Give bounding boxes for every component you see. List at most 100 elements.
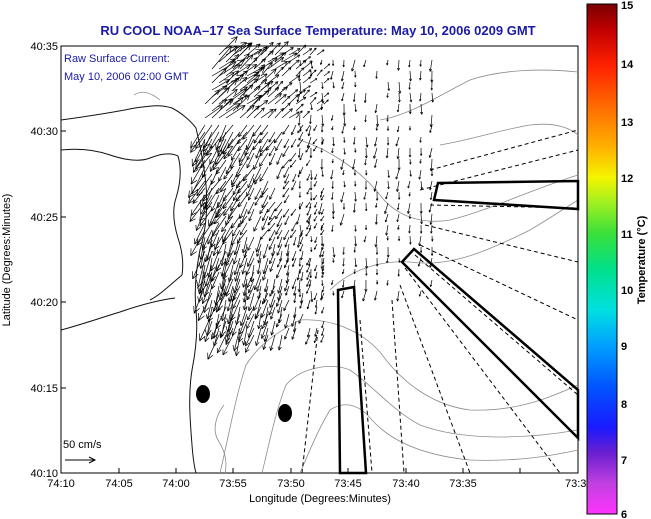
current-vector-head [262,301,266,305]
current-vector-head [282,195,286,198]
current-vector-head [254,197,258,200]
depth-contour-8 [133,91,161,101]
current-vector-head [234,53,239,57]
current-vector-head [310,249,312,252]
current-vector-head [386,254,389,258]
current-vector-head [269,303,271,308]
current-vector-head [300,278,302,281]
current-vector [253,107,265,119]
current-vector-head [234,70,239,73]
current-vector-head [275,232,279,235]
current-vector-head [308,89,310,93]
current-vector [203,124,220,148]
current-vector [228,264,234,282]
current-vector-head [315,47,317,51]
current-vector [309,47,317,56]
current-vector-head [321,123,324,127]
current-vector [253,90,270,105]
current-vector-head [223,213,228,217]
current-vector-head [396,188,398,192]
current-vector [206,306,213,337]
current-vector [231,229,241,246]
current-vector [214,208,227,225]
current-vector-head [231,242,236,246]
current-vector-head [232,233,236,237]
current-vector-head [374,244,377,248]
current-vector [211,320,220,340]
current-vector-head [287,66,292,69]
current-vector-head [262,345,264,350]
current-vector [213,313,220,339]
current-vector-head [252,134,257,137]
current-vector [375,235,378,248]
current-vector-head [226,317,229,324]
current-vector-head [202,298,208,304]
current-vector-head [276,224,280,228]
current-vector-head [321,261,324,264]
current-vector-head [262,298,265,303]
depth-contour-9 [214,404,227,474]
current-vector [219,278,227,301]
coastline-sandy-hook [149,274,183,301]
current-vector [313,292,318,301]
current-vector-head [341,285,344,288]
current-vector-head [241,269,243,275]
current-vector [282,159,290,169]
current-vector [320,215,325,222]
current-vector-head [215,215,220,219]
current-vector [203,250,213,279]
current-vector-head [299,233,302,236]
current-vector [343,257,345,267]
current-vector [242,124,255,140]
current-vector-head [331,161,333,164]
current-vector [430,191,433,200]
current-vector [245,327,255,347]
current-vector-head [298,186,301,189]
current-vector-head [216,308,221,313]
current-vector [225,159,234,174]
current-vector-head [261,205,266,209]
current-vector-head [253,74,260,77]
current-vector-head [387,186,389,189]
current-vector-head [431,239,433,242]
current-vector-head [244,77,248,82]
current-vector-head [231,98,234,104]
current-vector [353,92,356,102]
current-vector-head [277,93,282,95]
x-tick-label: 73:45 [334,478,362,490]
current-vector [218,166,227,182]
current-vector [430,279,433,287]
current-vector [396,213,400,222]
current-vector-head [375,272,378,275]
current-vector [332,246,335,258]
current-vector [306,159,311,166]
current-vector [269,208,276,221]
current-vector-head [204,257,206,262]
current-vector-head [302,67,305,71]
current-vector-head [253,179,258,183]
current-vector-head [354,75,356,78]
current-vector-head [307,133,309,137]
current-vector-head [231,89,238,92]
current-vector-head [268,238,272,242]
current-vector-head [399,90,402,94]
current-vector-head [354,264,357,268]
current-vector [289,152,297,162]
current-vector-head [231,184,236,188]
current-vector [199,271,206,293]
current-vector-head [257,105,260,111]
current-vector [302,76,311,84]
current-vector [409,92,412,103]
current-vector-head [264,73,268,78]
current-vector-head [365,173,367,176]
current-vector-head [298,264,301,267]
current-vector [306,187,311,195]
current-vector-head [240,59,245,67]
current-vector-head [252,147,257,151]
current-vector-head [233,297,237,301]
current-vector-head [294,52,297,57]
current-vector-head [271,290,275,295]
current-vector-head [275,217,279,220]
current-vector [260,41,274,56]
current-vector [262,264,269,281]
